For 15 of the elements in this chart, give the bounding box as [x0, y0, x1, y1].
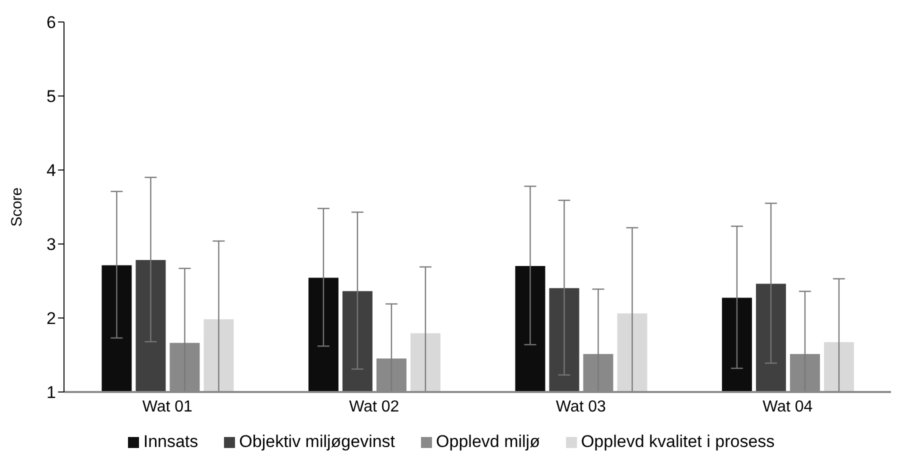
legend-label: Objektiv miljøgevinst	[239, 432, 396, 452]
x-tick-label: Wat 03	[556, 398, 606, 416]
y-tick-label: 1	[46, 383, 56, 402]
y-tick-label: 2	[46, 309, 56, 328]
y-tick-label: 3	[46, 235, 56, 254]
y-axis-title: Score	[8, 187, 26, 227]
y-tick-label: 5	[46, 87, 56, 106]
y-tick-label: 6	[46, 13, 56, 32]
legend-label: Innsats	[143, 432, 198, 452]
y-tick-label: 4	[46, 161, 56, 180]
x-tick-label: Wat 04	[762, 398, 813, 416]
legend-label: Opplevd miljø	[436, 432, 540, 452]
legend-label: Opplevd kvalitet i prosess	[580, 432, 775, 452]
x-tick-label: Wat 02	[349, 398, 400, 416]
x-tick-label: Wat 01	[142, 398, 193, 416]
